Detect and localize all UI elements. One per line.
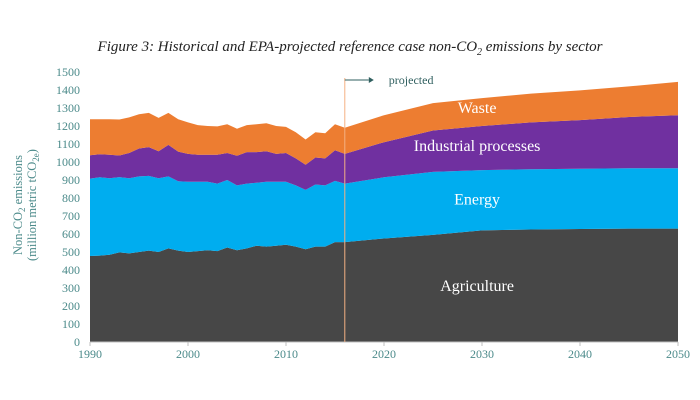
series-label-energy: Energy	[454, 191, 500, 208]
series-label-agriculture: Agriculture	[440, 278, 514, 295]
series-label-industrial-processes: Industrial processes	[414, 138, 541, 155]
y-tick-label: 700	[62, 209, 80, 223]
x-tick-label: 2000	[176, 347, 200, 361]
y-tick-label: 1300	[56, 101, 80, 115]
series-label-waste: Waste	[458, 100, 497, 117]
x-tick-label: 2040	[568, 347, 592, 361]
y-tick-label: 1400	[56, 83, 80, 97]
y-axis: 0 100 200 300 400 500 600 700 800 900 1000 1100 1200…	[56, 65, 80, 349]
projection-arrowhead	[368, 77, 374, 83]
y-tick-label: 1200	[56, 119, 80, 133]
y-tick-label: 400	[62, 263, 80, 277]
y-tick-label: 100	[62, 317, 80, 331]
area-energy	[90, 168, 678, 256]
series-labels: Agriculture Energy Industrial processes Was…	[414, 100, 541, 295]
y-tick-label: 1500	[56, 65, 80, 79]
area-layers	[90, 81, 678, 342]
x-tick-label: 2030	[470, 347, 494, 361]
y-tick-label: 500	[62, 245, 80, 259]
y-axis-label-line2: (million metric tCO2e)	[25, 149, 41, 261]
y-tick-label: 200	[62, 299, 80, 313]
area-agriculture	[90, 228, 678, 342]
area-waste	[90, 81, 678, 165]
x-axis: 1990 2000 2010 2020 2030 2040 2050	[78, 341, 690, 361]
y-tick-label: 300	[62, 281, 80, 295]
projection-label: projected	[389, 73, 434, 87]
x-tick-label: 2010	[274, 347, 298, 361]
y-tick-label: 900	[62, 173, 80, 187]
area-industrial-processes	[90, 115, 678, 190]
projection-marker: projected	[344, 73, 434, 342]
x-tick-label: 2050	[666, 347, 690, 361]
y-axis-label-line1: Non-CO2 emissions	[11, 155, 27, 255]
y-tick-label: 0	[74, 335, 80, 349]
y-tick-label: 600	[62, 227, 80, 241]
y-tick-label: 800	[62, 191, 80, 205]
x-tick-label: 1990	[78, 347, 102, 361]
y-tick-label: 1100	[56, 137, 80, 151]
y-tick-label: 1000	[56, 155, 80, 169]
x-tick-label: 2020	[372, 347, 396, 361]
chart-title: Figure 3: Historical and EPA-projected r…	[97, 39, 603, 58]
